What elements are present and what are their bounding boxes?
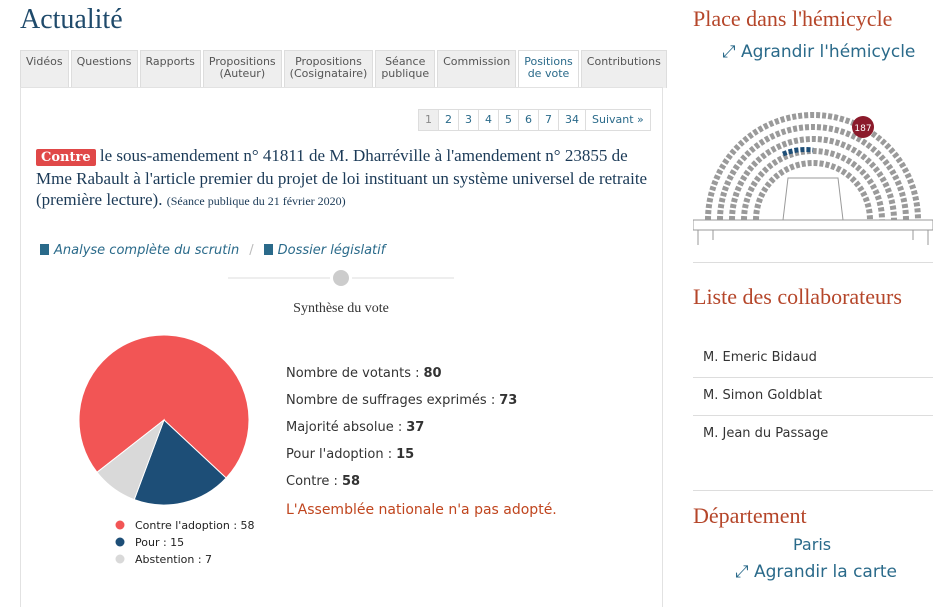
department: Paris bbox=[793, 535, 832, 554]
tab-bar: Vidéos Questions Rapports Propositions (Aute… bbox=[20, 50, 667, 88]
tab[interactable]: Propositions (Auteur) bbox=[202, 50, 282, 88]
separator bbox=[693, 415, 933, 416]
page-link[interactable]: 1 bbox=[419, 110, 439, 130]
chart: Synthèse du vote Contre l'adoption : 58 P… bbox=[78, 270, 454, 566]
tab[interactable]: Positions de vote bbox=[518, 50, 579, 88]
stat-value: 58 bbox=[341, 474, 361, 489]
tab-label[interactable]: (Cosignataire) bbox=[289, 67, 368, 80]
page-link[interactable]: 7 bbox=[539, 110, 559, 130]
vote-description: Contre le sous-amendement n° 41811 de M.… bbox=[36, 145, 656, 212]
page-link[interactable]: 4 bbox=[479, 110, 499, 130]
collaborator[interactable]: M. Emeric Bidaud bbox=[703, 350, 817, 365]
pie-slice bbox=[78, 334, 250, 479]
tab-label[interactable]: publique bbox=[381, 67, 430, 80]
tab-label[interactable]: Propositions bbox=[208, 55, 276, 68]
collaborator[interactable]: M. Simon Goldblat bbox=[703, 388, 823, 403]
vote-text: le sous-amendement n° 41811 de M. Dharré… bbox=[36, 146, 648, 209]
separator: / bbox=[249, 243, 254, 258]
link[interactable]: Analyse complète du scrutin bbox=[40, 243, 239, 258]
link-text[interactable]: Agrandir la carte bbox=[754, 562, 897, 582]
stat-label: Majorité absolue : bbox=[286, 420, 403, 435]
content-box bbox=[20, 87, 663, 607]
vote-badge: Contre bbox=[36, 149, 96, 166]
legend-swatch bbox=[115, 554, 125, 564]
info-icon bbox=[333, 270, 349, 286]
pie-slice bbox=[96, 418, 166, 501]
page-link[interactable]: 5 bbox=[499, 110, 519, 130]
collaborator[interactable]: M. Jean du Passage bbox=[703, 426, 829, 441]
highlighted-seats bbox=[782, 146, 814, 157]
tab-label[interactable]: de vote bbox=[527, 67, 570, 80]
stat-value: 15 bbox=[396, 447, 415, 462]
stat-row: Nombre de votants :80 bbox=[286, 366, 517, 393]
stat-row: Contre :58 bbox=[286, 474, 517, 501]
tab-label[interactable]: Contributions bbox=[586, 55, 661, 68]
separator bbox=[693, 490, 933, 491]
hemicycle-link[interactable]: ⤢ Agrandir l'hémicycle bbox=[722, 42, 916, 62]
pie-slice bbox=[133, 419, 227, 506]
stat-label: Contre : bbox=[286, 474, 338, 489]
seat-marker bbox=[852, 116, 874, 138]
stats: Nombre de votants :80 Nombre de suffrages… bbox=[286, 366, 517, 501]
links: Analyse complète du scrutin / Dossier lé… bbox=[40, 243, 385, 258]
stat-row: Pour l'adoption :15 bbox=[286, 447, 517, 474]
map-link[interactable]: ⤢ Agrandir la carte bbox=[735, 562, 897, 582]
walls bbox=[697, 230, 929, 245]
tab[interactable]: Commission bbox=[437, 50, 517, 88]
tab[interactable]: Questions bbox=[70, 50, 138, 88]
result: L'Assemblée nationale n'a pas adopté. bbox=[286, 502, 557, 518]
stat-row: Nombre de suffrages exprimés :73 bbox=[286, 393, 517, 420]
legend-swatch bbox=[115, 537, 125, 547]
tribune bbox=[693, 177, 933, 231]
page-link[interactable]: 6 bbox=[519, 110, 539, 130]
pagination: 1 2 3 4 5 6 7 34 Suivant » bbox=[418, 109, 651, 131]
sidebar-title: Liste des collaborateurs bbox=[693, 284, 902, 309]
page-link[interactable]: 3 bbox=[459, 110, 479, 130]
tab[interactable]: Vidéos bbox=[20, 50, 69, 88]
tab-label[interactable]: Vidéos bbox=[26, 55, 63, 68]
page: { "header": {"title": "Actualité"}, "tab… bbox=[20, 4, 933, 607]
link[interactable]: Dossier législatif bbox=[263, 243, 386, 258]
stat-value: 80 bbox=[423, 366, 442, 381]
doc-icon bbox=[263, 244, 273, 255]
seat-rows bbox=[705, 112, 921, 221]
sidebar-title: Département bbox=[693, 503, 807, 528]
tab-label[interactable]: Positions bbox=[524, 55, 573, 68]
hemicycle: 187 bbox=[693, 112, 933, 245]
stat-row: Majorité absolue :37 bbox=[286, 420, 517, 447]
tab[interactable]: Rapports bbox=[139, 50, 201, 88]
tab[interactable]: Propositions (Cosignataire) bbox=[283, 50, 374, 88]
seat-number: 187 bbox=[854, 124, 871, 134]
tab-label[interactable]: Questions bbox=[76, 55, 132, 68]
tab[interactable]: Contributions bbox=[580, 50, 667, 88]
separator bbox=[693, 262, 933, 263]
stat-label: Nombre de suffrages exprimés : bbox=[286, 393, 496, 408]
vote-session: (Séance publique du 21 février 2020) bbox=[166, 194, 346, 208]
doc-icon bbox=[40, 244, 49, 255]
stat-value: 73 bbox=[499, 393, 518, 408]
stat-label: Pour l'adoption : bbox=[286, 447, 393, 462]
tab[interactable]: Séance publique bbox=[375, 50, 436, 88]
tab-label[interactable]: Propositions bbox=[295, 55, 362, 68]
stat-value: 37 bbox=[406, 420, 425, 435]
link-text[interactable]: Dossier législatif bbox=[277, 243, 386, 258]
separator bbox=[693, 377, 933, 378]
sidebar-title: Place dans l'hémicycle bbox=[693, 6, 893, 31]
tab-label[interactable]: Séance bbox=[385, 55, 426, 68]
link-text[interactable]: Analyse complète du scrutin bbox=[54, 243, 240, 258]
next-link[interactable]: Suivant » bbox=[592, 113, 644, 126]
page-link[interactable]: 2 bbox=[439, 110, 459, 130]
tab-label[interactable]: (Auteur) bbox=[219, 67, 266, 80]
tab-label[interactable]: Commission bbox=[443, 55, 511, 68]
legend-label: Contre l'adoption : 58 bbox=[135, 519, 255, 532]
tab-label[interactable]: Rapports bbox=[145, 55, 195, 68]
chart-title: Synthèse du vote bbox=[293, 301, 389, 316]
link-text[interactable]: Agrandir l'hémicycle bbox=[741, 42, 916, 62]
legend-label: Abstention : 7 bbox=[135, 553, 212, 566]
legend-swatch bbox=[115, 520, 125, 530]
legend-label: Pour : 15 bbox=[135, 536, 184, 549]
stat-label: Nombre de votants : bbox=[286, 366, 420, 381]
page-title: Actualité bbox=[20, 4, 123, 35]
page-link[interactable]: 34 bbox=[559, 110, 586, 130]
